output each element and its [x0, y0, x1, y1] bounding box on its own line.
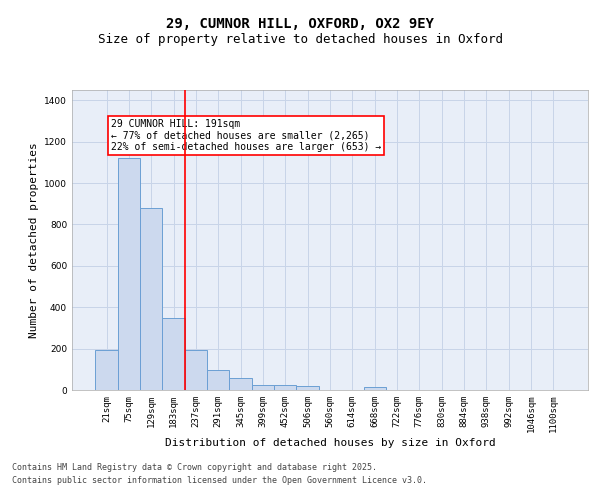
- Bar: [252, 385, 274, 390]
- Text: Contains public sector information licensed under the Open Government Licence v3: Contains public sector information licen…: [12, 476, 427, 485]
- Text: 29, CUMNOR HILL, OXFORD, OX2 9EY: 29, CUMNOR HILL, OXFORD, OX2 9EY: [166, 18, 434, 32]
- Bar: [207, 370, 229, 390]
- Bar: [274, 386, 296, 390]
- Bar: [118, 158, 140, 390]
- Bar: [95, 350, 118, 390]
- Bar: [163, 318, 185, 390]
- Y-axis label: Number of detached properties: Number of detached properties: [29, 142, 38, 338]
- Bar: [185, 350, 207, 390]
- Bar: [140, 208, 163, 390]
- Text: Size of property relative to detached houses in Oxford: Size of property relative to detached ho…: [97, 32, 503, 46]
- Text: Contains HM Land Registry data © Crown copyright and database right 2025.: Contains HM Land Registry data © Crown c…: [12, 464, 377, 472]
- Text: 29 CUMNOR HILL: 191sqm
← 77% of detached houses are smaller (2,265)
22% of semi-: 29 CUMNOR HILL: 191sqm ← 77% of detached…: [111, 119, 382, 152]
- X-axis label: Distribution of detached houses by size in Oxford: Distribution of detached houses by size …: [164, 438, 496, 448]
- Bar: [296, 386, 319, 390]
- Bar: [364, 387, 386, 390]
- Bar: [229, 378, 252, 390]
